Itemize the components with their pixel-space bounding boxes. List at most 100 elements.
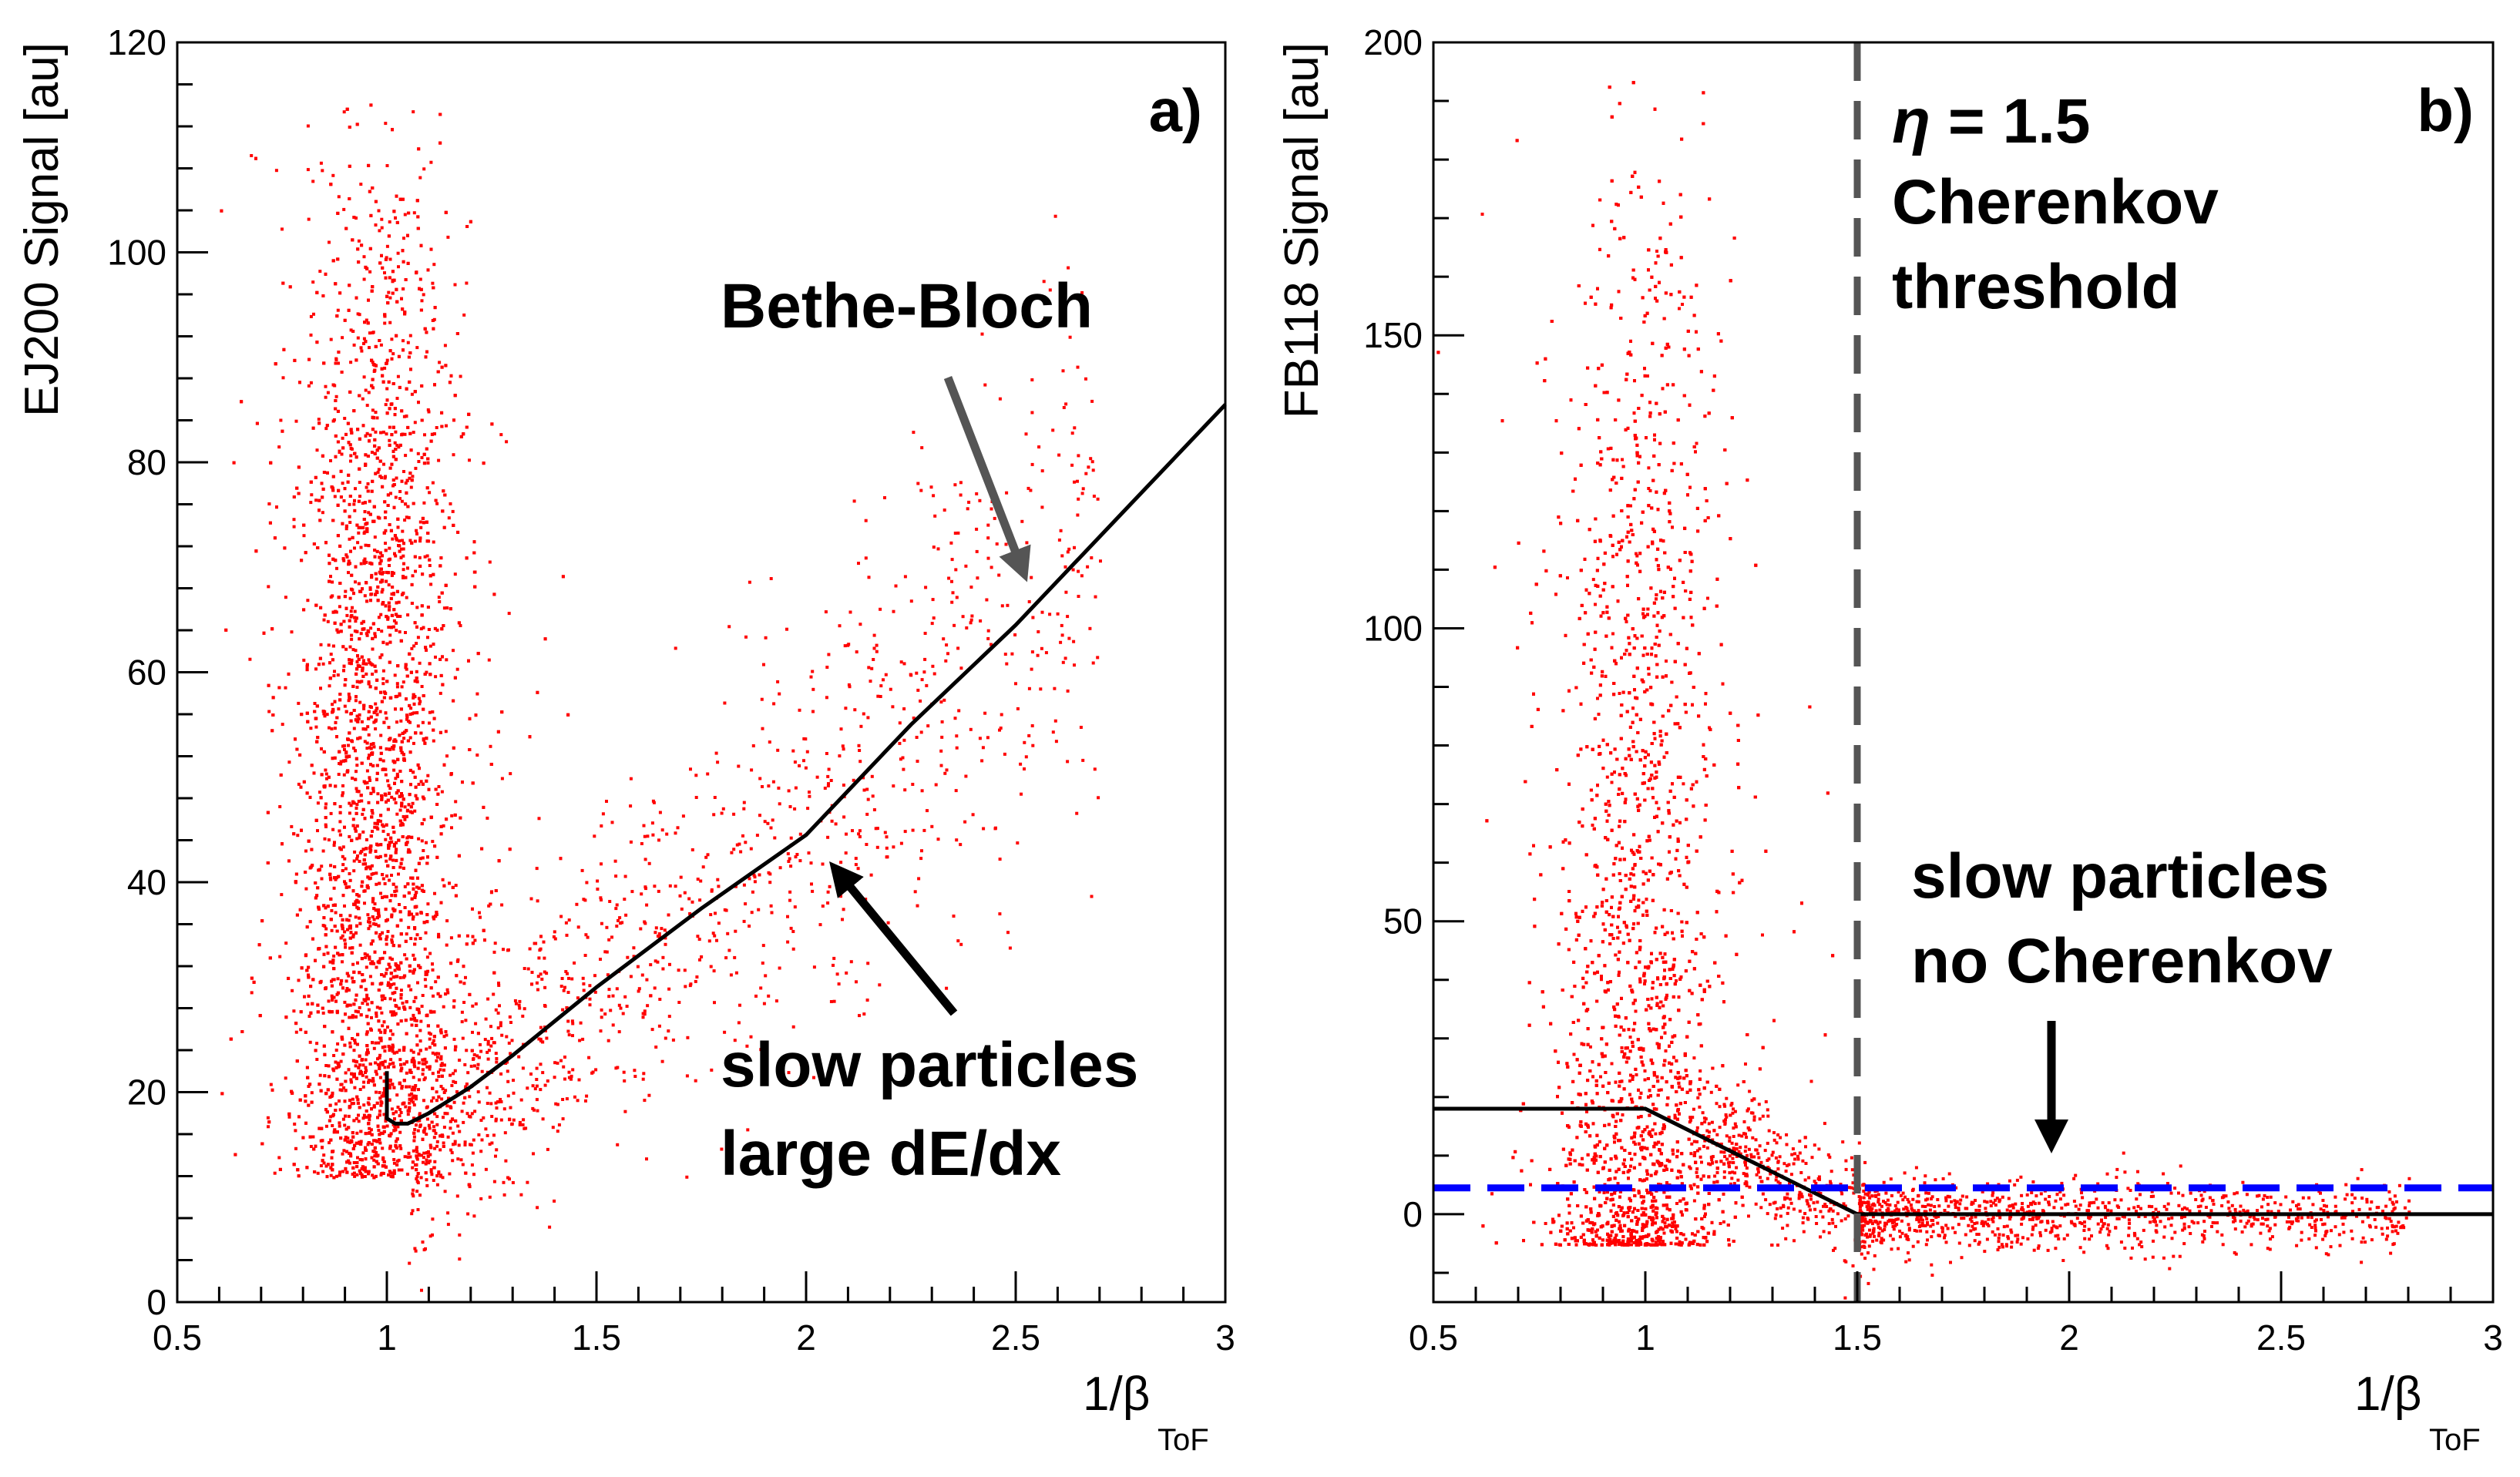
scatter-point (422, 1160, 425, 1164)
scatter-point (323, 837, 327, 841)
scatter-point (452, 418, 455, 422)
scatter-point (331, 658, 334, 662)
scatter-point (418, 965, 422, 969)
scatter-point (388, 257, 392, 261)
scatter-point (333, 756, 337, 760)
scatter-point (360, 680, 364, 683)
scatter-point (333, 802, 337, 806)
scatter-point (295, 1059, 299, 1063)
scatter-point (405, 1173, 409, 1176)
scatter-point (328, 1119, 331, 1123)
scatter-point (290, 630, 294, 634)
scatter-point (380, 1094, 384, 1098)
scatter-point (362, 341, 365, 345)
scatter-point (391, 825, 395, 829)
scatter-point (412, 1131, 416, 1135)
scatter-point (449, 772, 453, 776)
scatter-point (311, 1135, 315, 1139)
scatter-point (408, 1155, 412, 1159)
scatter-point (482, 805, 486, 809)
scatter-point (367, 298, 370, 302)
scatter-point (348, 197, 351, 200)
scatter-point (315, 1058, 319, 1061)
scatter-point (297, 1174, 301, 1178)
scatter-point (412, 110, 415, 114)
scatter-point (445, 424, 448, 428)
scatter-point (339, 760, 343, 764)
scatter-point (368, 1062, 372, 1066)
scatter-point (388, 1170, 391, 1173)
scatter-point (352, 1049, 356, 1052)
scatter-point (388, 747, 391, 751)
scatter-point (357, 582, 361, 586)
scatter-point (398, 819, 402, 823)
scatter-point (385, 972, 388, 975)
scatter-point (300, 559, 304, 562)
scatter-point (347, 1114, 351, 1118)
scatter-point (330, 1156, 334, 1160)
scatter-point (357, 1119, 361, 1123)
scatter-point (334, 610, 338, 614)
scatter-point (401, 835, 405, 838)
scatter-point (463, 1143, 467, 1146)
scatter-point (307, 965, 311, 969)
scatter-point (381, 1146, 385, 1150)
scatter-point (327, 775, 331, 779)
scatter-point (507, 612, 511, 616)
scatter-point (414, 794, 418, 797)
scatter-point (391, 572, 395, 575)
scatter-point (324, 1124, 328, 1128)
scatter-point (366, 1048, 369, 1052)
scatter-point (353, 509, 357, 512)
scatter-point (430, 1173, 434, 1177)
scatter-point (391, 537, 395, 541)
scatter-point (367, 1080, 370, 1084)
scatter-point (333, 670, 336, 673)
scatter-point (379, 690, 383, 694)
scatter-point (278, 805, 282, 808)
scatter-point (388, 321, 392, 324)
scatter-point (379, 580, 383, 584)
scatter-point (281, 227, 284, 231)
scatter-point (409, 876, 413, 880)
scatter-point (292, 495, 296, 498)
scatter-point (429, 247, 433, 251)
scatter-point (361, 1116, 365, 1120)
scatter-point (450, 814, 454, 817)
scatter-point (294, 872, 298, 876)
scatter-point (399, 1062, 403, 1066)
scatter-point (398, 733, 402, 737)
scatter-point (388, 787, 392, 791)
scatter-point (277, 1156, 281, 1160)
scatter-point (402, 1049, 406, 1052)
scatter-point (350, 1072, 353, 1076)
scatter-point (345, 1150, 348, 1153)
scatter-point (282, 347, 286, 351)
scatter-point (383, 882, 387, 885)
scatter-point (426, 902, 430, 906)
scatter-point (367, 927, 371, 931)
scatter-point (332, 844, 336, 848)
scatter-point (303, 995, 306, 999)
scatter-point (398, 539, 401, 542)
scatter-point (405, 715, 409, 719)
scatter-point (377, 855, 380, 859)
scatter-point (347, 473, 351, 477)
scatter-point (435, 855, 439, 859)
scatter-point (388, 605, 391, 609)
scatter-point (395, 682, 399, 686)
scatter-point (345, 1170, 349, 1174)
scatter-point (270, 1088, 274, 1092)
scatter-point (398, 910, 402, 914)
scatter-point (329, 897, 333, 901)
scatter-point (345, 755, 349, 759)
scatter-point (391, 352, 395, 356)
scatter-point (292, 525, 296, 529)
scatter-point (412, 1076, 415, 1079)
scatter-point (324, 933, 328, 937)
scatter-point (373, 549, 377, 552)
scatter-point (417, 837, 421, 841)
scatter-point (453, 813, 457, 817)
scatter-point (408, 539, 412, 542)
scatter-point (422, 452, 426, 456)
